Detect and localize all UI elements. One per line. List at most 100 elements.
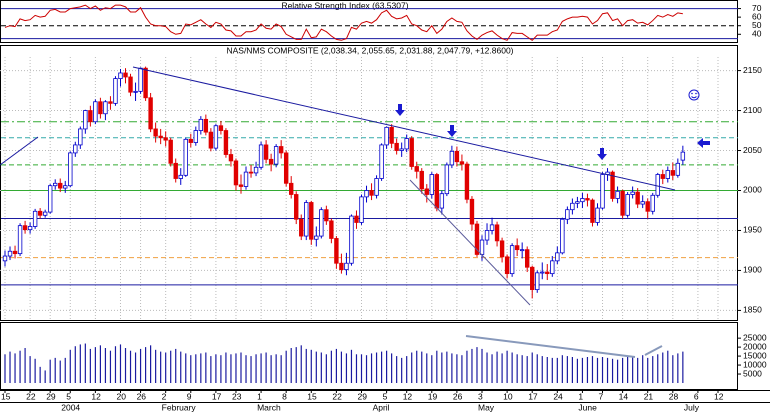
- candle-body: [208, 131, 214, 149]
- candle-body: [324, 209, 329, 222]
- candle-body: [620, 190, 625, 216]
- candle-body: [354, 215, 359, 223]
- candle-body: [600, 174, 605, 209]
- candle-body: [434, 174, 440, 209]
- candle-body: [575, 201, 580, 204]
- candle-body: [479, 239, 485, 255]
- x-tick-label: 5: [66, 391, 71, 401]
- x-tick-label: 5: [383, 391, 388, 401]
- volume-tick-label: 10000: [743, 359, 767, 369]
- candle-body: [530, 266, 535, 291]
- candle-body: [218, 125, 224, 131]
- y-tick-label: 1900: [743, 265, 762, 275]
- candle-body: [349, 215, 354, 264]
- candle-body: [519, 249, 525, 252]
- trendline: [409, 179, 531, 306]
- candle-body: [93, 101, 98, 123]
- smiley: [688, 89, 700, 101]
- y-tick-label: 1850: [743, 305, 762, 315]
- volume-panel: [0, 322, 738, 390]
- candle-body: [253, 166, 259, 174]
- candle-body: [168, 139, 173, 164]
- candle-body: [278, 146, 284, 154]
- candle-body: [283, 152, 289, 184]
- x-tick-label: 2: [162, 391, 167, 401]
- month-label: March: [257, 402, 281, 412]
- x-tick-label: 26: [453, 391, 463, 401]
- y-tick-label: 1950: [743, 225, 762, 235]
- candle-body: [540, 271, 545, 274]
- candle-body: [304, 202, 309, 237]
- x-tick-label: 26: [137, 391, 147, 401]
- candle-body: [88, 110, 93, 123]
- rsi-tick-label: 40: [752, 29, 762, 39]
- x-tick-label: 12: [91, 391, 101, 401]
- candle-body: [2, 255, 8, 262]
- rsi-tick-label: 50: [752, 20, 762, 30]
- candle-body: [590, 199, 595, 223]
- x-tick-label: 22: [26, 391, 36, 401]
- rsi-line: [4, 4, 683, 41]
- candle-body: [545, 271, 550, 275]
- candle-body: [228, 154, 234, 162]
- candle-body: [550, 260, 555, 275]
- candle-body: [555, 252, 560, 262]
- candle-body: [499, 240, 505, 258]
- candle-body: [123, 72, 128, 78]
- x-tick-label: 12: [403, 391, 413, 401]
- candle-body: [419, 170, 424, 190]
- candle-body: [263, 144, 269, 160]
- x-tick-label: 17: [212, 391, 222, 401]
- month-label: February: [162, 402, 197, 412]
- candle-body: [429, 174, 434, 195]
- trendline: [132, 66, 676, 191]
- marks: 15 22 29 5 12 20 26 2 9 17 23 1 8 15 22 29 5 12 19 26 3 10 17 2…: [0, 3, 767, 412]
- candle-body: [63, 185, 68, 189]
- y-tick-label: 2150: [743, 65, 762, 75]
- x-tick-label: 19: [428, 391, 438, 401]
- month-label: May: [478, 402, 495, 412]
- candle-body: [504, 256, 510, 275]
- x-tick-label: 15: [307, 391, 317, 401]
- candle-body: [203, 118, 209, 133]
- arrow-down: [447, 125, 457, 137]
- candle-body: [560, 218, 565, 254]
- candle-body: [635, 191, 640, 205]
- x-tick-label: 17: [528, 391, 538, 401]
- candle-body: [570, 202, 575, 211]
- candle-body: [374, 178, 379, 196]
- candle-body: [449, 150, 455, 166]
- month-label: April: [373, 402, 390, 412]
- candle-body: [625, 194, 630, 216]
- x-tick-label: 6: [694, 391, 699, 401]
- candle-body: [680, 151, 686, 161]
- candle-body: [138, 67, 143, 92]
- candle-body: [409, 138, 414, 167]
- candle-body: [585, 198, 590, 201]
- arrow-down: [395, 104, 405, 116]
- candle-body: [359, 196, 364, 223]
- candle-body: [509, 245, 515, 275]
- x-tick-label: 1: [578, 391, 583, 401]
- candle-body: [238, 184, 244, 187]
- candle-body: [655, 174, 660, 196]
- candle-body: [524, 249, 530, 268]
- candle-body: [188, 138, 193, 143]
- candle-body: [489, 224, 495, 231]
- candle-body: [22, 225, 28, 231]
- candle-body: [133, 90, 138, 93]
- candle-body: [58, 182, 63, 189]
- candle-body: [314, 235, 319, 240]
- candle-body: [484, 230, 490, 241]
- y-tick-label: 2000: [743, 185, 762, 195]
- x-tick-label: 8: [282, 391, 287, 401]
- candle-body: [399, 148, 404, 151]
- candle-body: [459, 161, 465, 165]
- candle-body: [595, 207, 600, 223]
- rsi-panel: [0, 0, 738, 43]
- candle-body: [645, 201, 650, 212]
- candle-body: [73, 144, 78, 154]
- x-tick-label: 29: [46, 391, 56, 401]
- candle-body: [47, 185, 53, 213]
